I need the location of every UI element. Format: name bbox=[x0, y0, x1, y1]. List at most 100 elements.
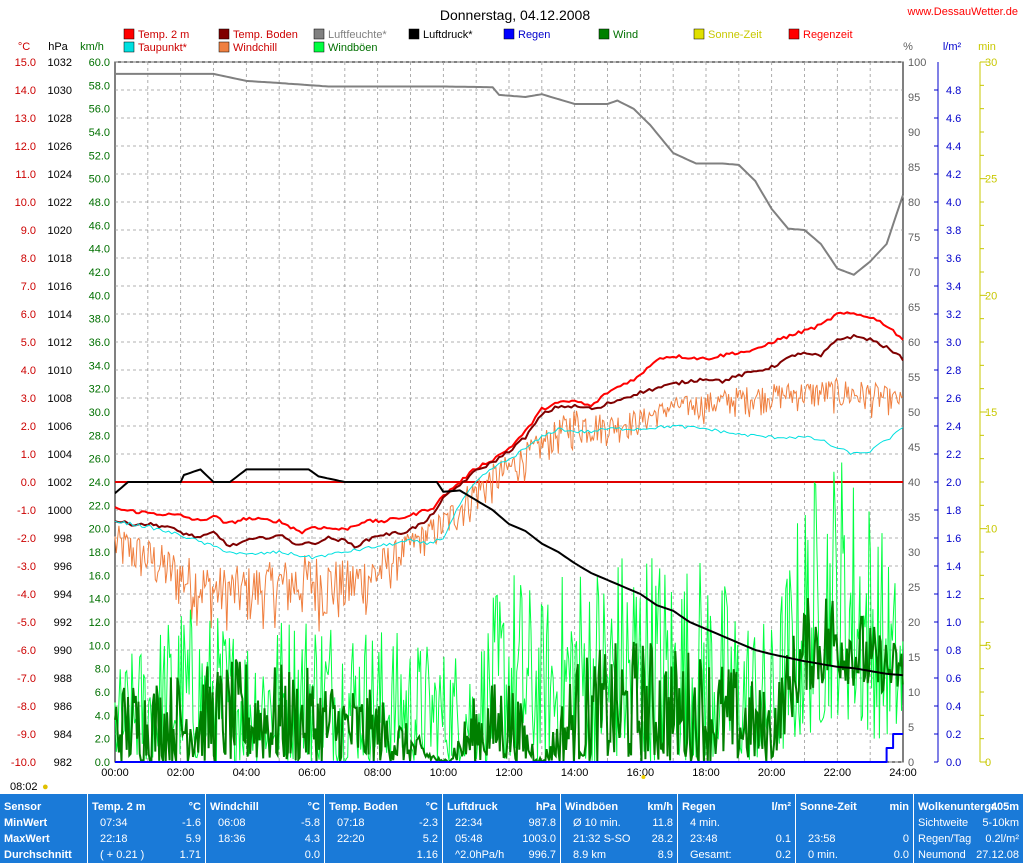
statistics-table: Sensor MinWert MaxWert Durchschnitt Temp. 2 … bbox=[0, 794, 1024, 863]
stats-value: 4.3 bbox=[304, 833, 320, 845]
legend-swatch bbox=[218, 28, 230, 40]
tick-label: 1004 bbox=[48, 449, 72, 461]
tick-label: 15 bbox=[985, 407, 997, 419]
stats-value: min bbox=[889, 801, 909, 813]
tick-label: 12.0 bbox=[89, 617, 110, 629]
stats-label: Sichtweite bbox=[918, 817, 969, 829]
legend-label: Temp. Boden bbox=[233, 29, 298, 41]
tick-label: 0.6 bbox=[946, 673, 961, 685]
tick-label: 1026 bbox=[48, 141, 72, 153]
series-windb-en bbox=[114, 462, 904, 763]
stats-value: 8.9 bbox=[657, 849, 673, 861]
stats-row: Sichtweite 5-10km bbox=[918, 817, 1019, 830]
tick-label: 3.6 bbox=[946, 253, 961, 265]
tick-label: 40.0 bbox=[89, 290, 110, 302]
tick-label: 30.0 bbox=[89, 407, 110, 419]
series-temp-boden bbox=[114, 334, 904, 549]
tick-label: 5 bbox=[908, 722, 914, 734]
stats-label: Regen/Tag bbox=[918, 833, 972, 845]
stats-label: 21:32 S-SO bbox=[573, 833, 631, 845]
stats-row: Windböen km/h bbox=[565, 801, 673, 814]
tick-label: 32.0 bbox=[89, 384, 110, 396]
tick-label: 6.0 bbox=[21, 309, 36, 321]
stats-label: 18:36 bbox=[218, 833, 246, 845]
tick-label: 1020 bbox=[48, 225, 72, 237]
tick-label: 46.0 bbox=[89, 220, 110, 232]
tick-label: 2.6 bbox=[946, 393, 961, 405]
tick-label: 1.0 bbox=[946, 617, 961, 629]
stats-row: 06:08 -5.8 bbox=[210, 817, 320, 830]
legend-swatch bbox=[313, 28, 325, 40]
noisy-series bbox=[114, 376, 904, 764]
tick-label: 1024 bbox=[48, 169, 72, 181]
rain-unit: l/m² bbox=[943, 41, 962, 53]
legend-swatch bbox=[313, 41, 325, 53]
tick-label: 56.0 bbox=[89, 104, 110, 116]
stats-label: 06:08 bbox=[218, 817, 246, 829]
stats-label: Durchschnitt bbox=[4, 849, 72, 861]
tick-label: 50 bbox=[908, 407, 920, 419]
tick-label: 38.0 bbox=[89, 314, 110, 326]
wind-unit: km/h bbox=[80, 41, 104, 53]
tick-label: 44.0 bbox=[89, 244, 110, 256]
tick-label: 50.0 bbox=[89, 174, 110, 186]
tick-label: 36.0 bbox=[89, 337, 110, 349]
tick-label: 10.0 bbox=[15, 197, 36, 209]
tick-label: 984 bbox=[54, 729, 72, 741]
tick-label: 4.4 bbox=[946, 141, 961, 153]
tick-label: 5.0 bbox=[21, 337, 36, 349]
weather-chart: Donnerstag, 04.12.2008 www.DessauWetter.… bbox=[11, 6, 1018, 779]
x-tick-label: 24:00 bbox=[889, 767, 917, 779]
tick-label: 1028 bbox=[48, 113, 72, 125]
tick-label: 1.2 bbox=[946, 589, 961, 601]
tick-label: 60.0 bbox=[89, 57, 110, 69]
tick-label: 25 bbox=[985, 174, 997, 186]
x-tick-label: 10:00 bbox=[430, 767, 458, 779]
site-link[interactable]: www.DessauWetter.de bbox=[907, 6, 1018, 18]
tick-label: 20.0 bbox=[89, 524, 110, 536]
x-tick-label: 06:00 bbox=[298, 767, 326, 779]
pressure-unit: hPa bbox=[48, 41, 68, 53]
stats-row: 22:20 5.2 bbox=[329, 833, 438, 846]
tick-label: 34.0 bbox=[89, 360, 110, 372]
tick-label: 3.2 bbox=[946, 309, 961, 321]
tick-label: 42.0 bbox=[89, 267, 110, 279]
tick-label: 12.0 bbox=[15, 141, 36, 153]
legend-swatch bbox=[408, 28, 420, 40]
stats-row: 05:48 1003.0 bbox=[447, 833, 556, 846]
legend-label: Temp. 2 m bbox=[138, 29, 189, 41]
stats-row: 23:48 0.1 bbox=[682, 833, 791, 846]
legend-label: Wind bbox=[613, 29, 638, 41]
tick-label: 1008 bbox=[48, 393, 72, 405]
stats-label: 07:34 bbox=[100, 817, 128, 829]
tick-label: 3.0 bbox=[21, 393, 36, 405]
series-windchill bbox=[114, 376, 904, 632]
tick-label: -1.0 bbox=[17, 505, 36, 517]
series-regen bbox=[115, 733, 903, 763]
series-luftfeuchte- bbox=[115, 72, 904, 276]
stats-row bbox=[800, 817, 909, 830]
legend-swatch bbox=[503, 28, 515, 40]
stats-value: 0.2 bbox=[775, 849, 791, 861]
sun-icon: ● bbox=[42, 781, 49, 793]
chart-title: Donnerstag, 04.12.2008 bbox=[440, 7, 590, 23]
tick-label: 30 bbox=[985, 57, 997, 69]
tick-label: -7.0 bbox=[17, 673, 36, 685]
stats-row: 22:34 987.8 bbox=[447, 817, 556, 830]
stats-label: Temp. 2 m bbox=[92, 801, 146, 813]
stats-value: -1.6 bbox=[182, 817, 201, 829]
legend-label: Regen bbox=[518, 29, 550, 41]
stats-label: Sensor bbox=[4, 801, 42, 813]
stats-row: Ø 10 min. 11.8 bbox=[565, 817, 673, 830]
x-tick-label: 08:00 bbox=[364, 767, 392, 779]
stats-label: MaxWert bbox=[4, 833, 50, 845]
legend-label: Regenzeit bbox=[803, 29, 853, 41]
tick-label: -5.0 bbox=[17, 617, 36, 629]
stats-label: 23:48 bbox=[690, 833, 718, 845]
legend-swatch bbox=[218, 41, 230, 53]
stats-row: 4 min. bbox=[682, 817, 791, 830]
x-tick-label: 00:00 bbox=[101, 767, 129, 779]
stats-column: Wolkenuntergr. 405m Sichtweite 5-10km Regen/… bbox=[914, 794, 1024, 863]
stats-row: 07:34 -1.6 bbox=[92, 817, 201, 830]
stats-value: 0.2l/m² bbox=[985, 833, 1019, 845]
